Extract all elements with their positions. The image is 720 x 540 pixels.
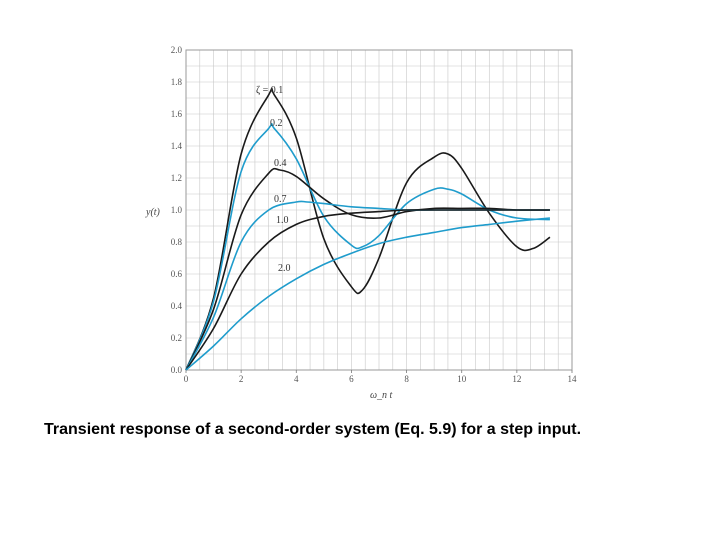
series-line-zeta-0-1	[185, 87, 551, 371]
y-axis-label: y(t)	[145, 207, 161, 218]
x-axis-label: ω_n t	[370, 390, 393, 401]
x-tick-label: 8	[404, 374, 409, 384]
curve-label-zeta-1-0: 1.0	[276, 215, 289, 226]
series-line-zeta-0-7	[185, 200, 550, 371]
y-tick-label: 2.0	[171, 45, 183, 55]
y-tick-label: 1.8	[171, 77, 183, 87]
chart-curves	[185, 87, 551, 371]
series-line-zeta-2	[185, 217, 551, 371]
x-tick-label: 12	[512, 374, 521, 384]
y-tick-label: 1.2	[171, 173, 182, 183]
curve-label-zeta-0-4: 0.4	[274, 158, 287, 169]
curve-label-zeta-0-7: 0.7	[274, 194, 287, 205]
curve-label-zeta-0-2: 0.2	[270, 118, 283, 129]
y-tick-label: 0.4	[171, 301, 183, 311]
y-tick-label: 0.0	[171, 365, 183, 375]
plot-frame	[185, 49, 573, 371]
x-tick-label: 0	[184, 374, 189, 384]
x-tick-label: 4	[294, 374, 299, 384]
series-line-zeta-0-4	[185, 167, 550, 371]
series-line-zeta-1	[185, 209, 550, 371]
x-tick-label: 6	[349, 374, 354, 384]
chart-tick-labels: 0 2 4 6 8 10 12 14 0.0 0.2 0.4 0.6 0.8 1.0 1.2 1.4 1.6 1.…	[171, 45, 577, 384]
curve-label-zeta-2-0: 2.0	[278, 263, 291, 274]
figure-caption: Transient response of a second-order sys…	[44, 421, 582, 438]
x-tick-label: 14	[568, 374, 578, 384]
curve-label-zeta-0-1: ζ = 0.1	[256, 85, 283, 96]
y-tick-label: 0.6	[171, 269, 183, 279]
y-tick-label: 1.6	[171, 109, 183, 119]
series-line-zeta-0-2	[185, 122, 550, 371]
chart-axes	[185, 49, 573, 371]
y-tick-label: 0.8	[171, 237, 183, 247]
x-tick-label: 10	[457, 374, 467, 384]
y-tick-label: 0.2	[171, 333, 182, 343]
y-tick-label: 1.0	[171, 205, 183, 215]
x-tick-label: 2	[239, 374, 244, 384]
y-tick-label: 1.4	[171, 141, 183, 151]
